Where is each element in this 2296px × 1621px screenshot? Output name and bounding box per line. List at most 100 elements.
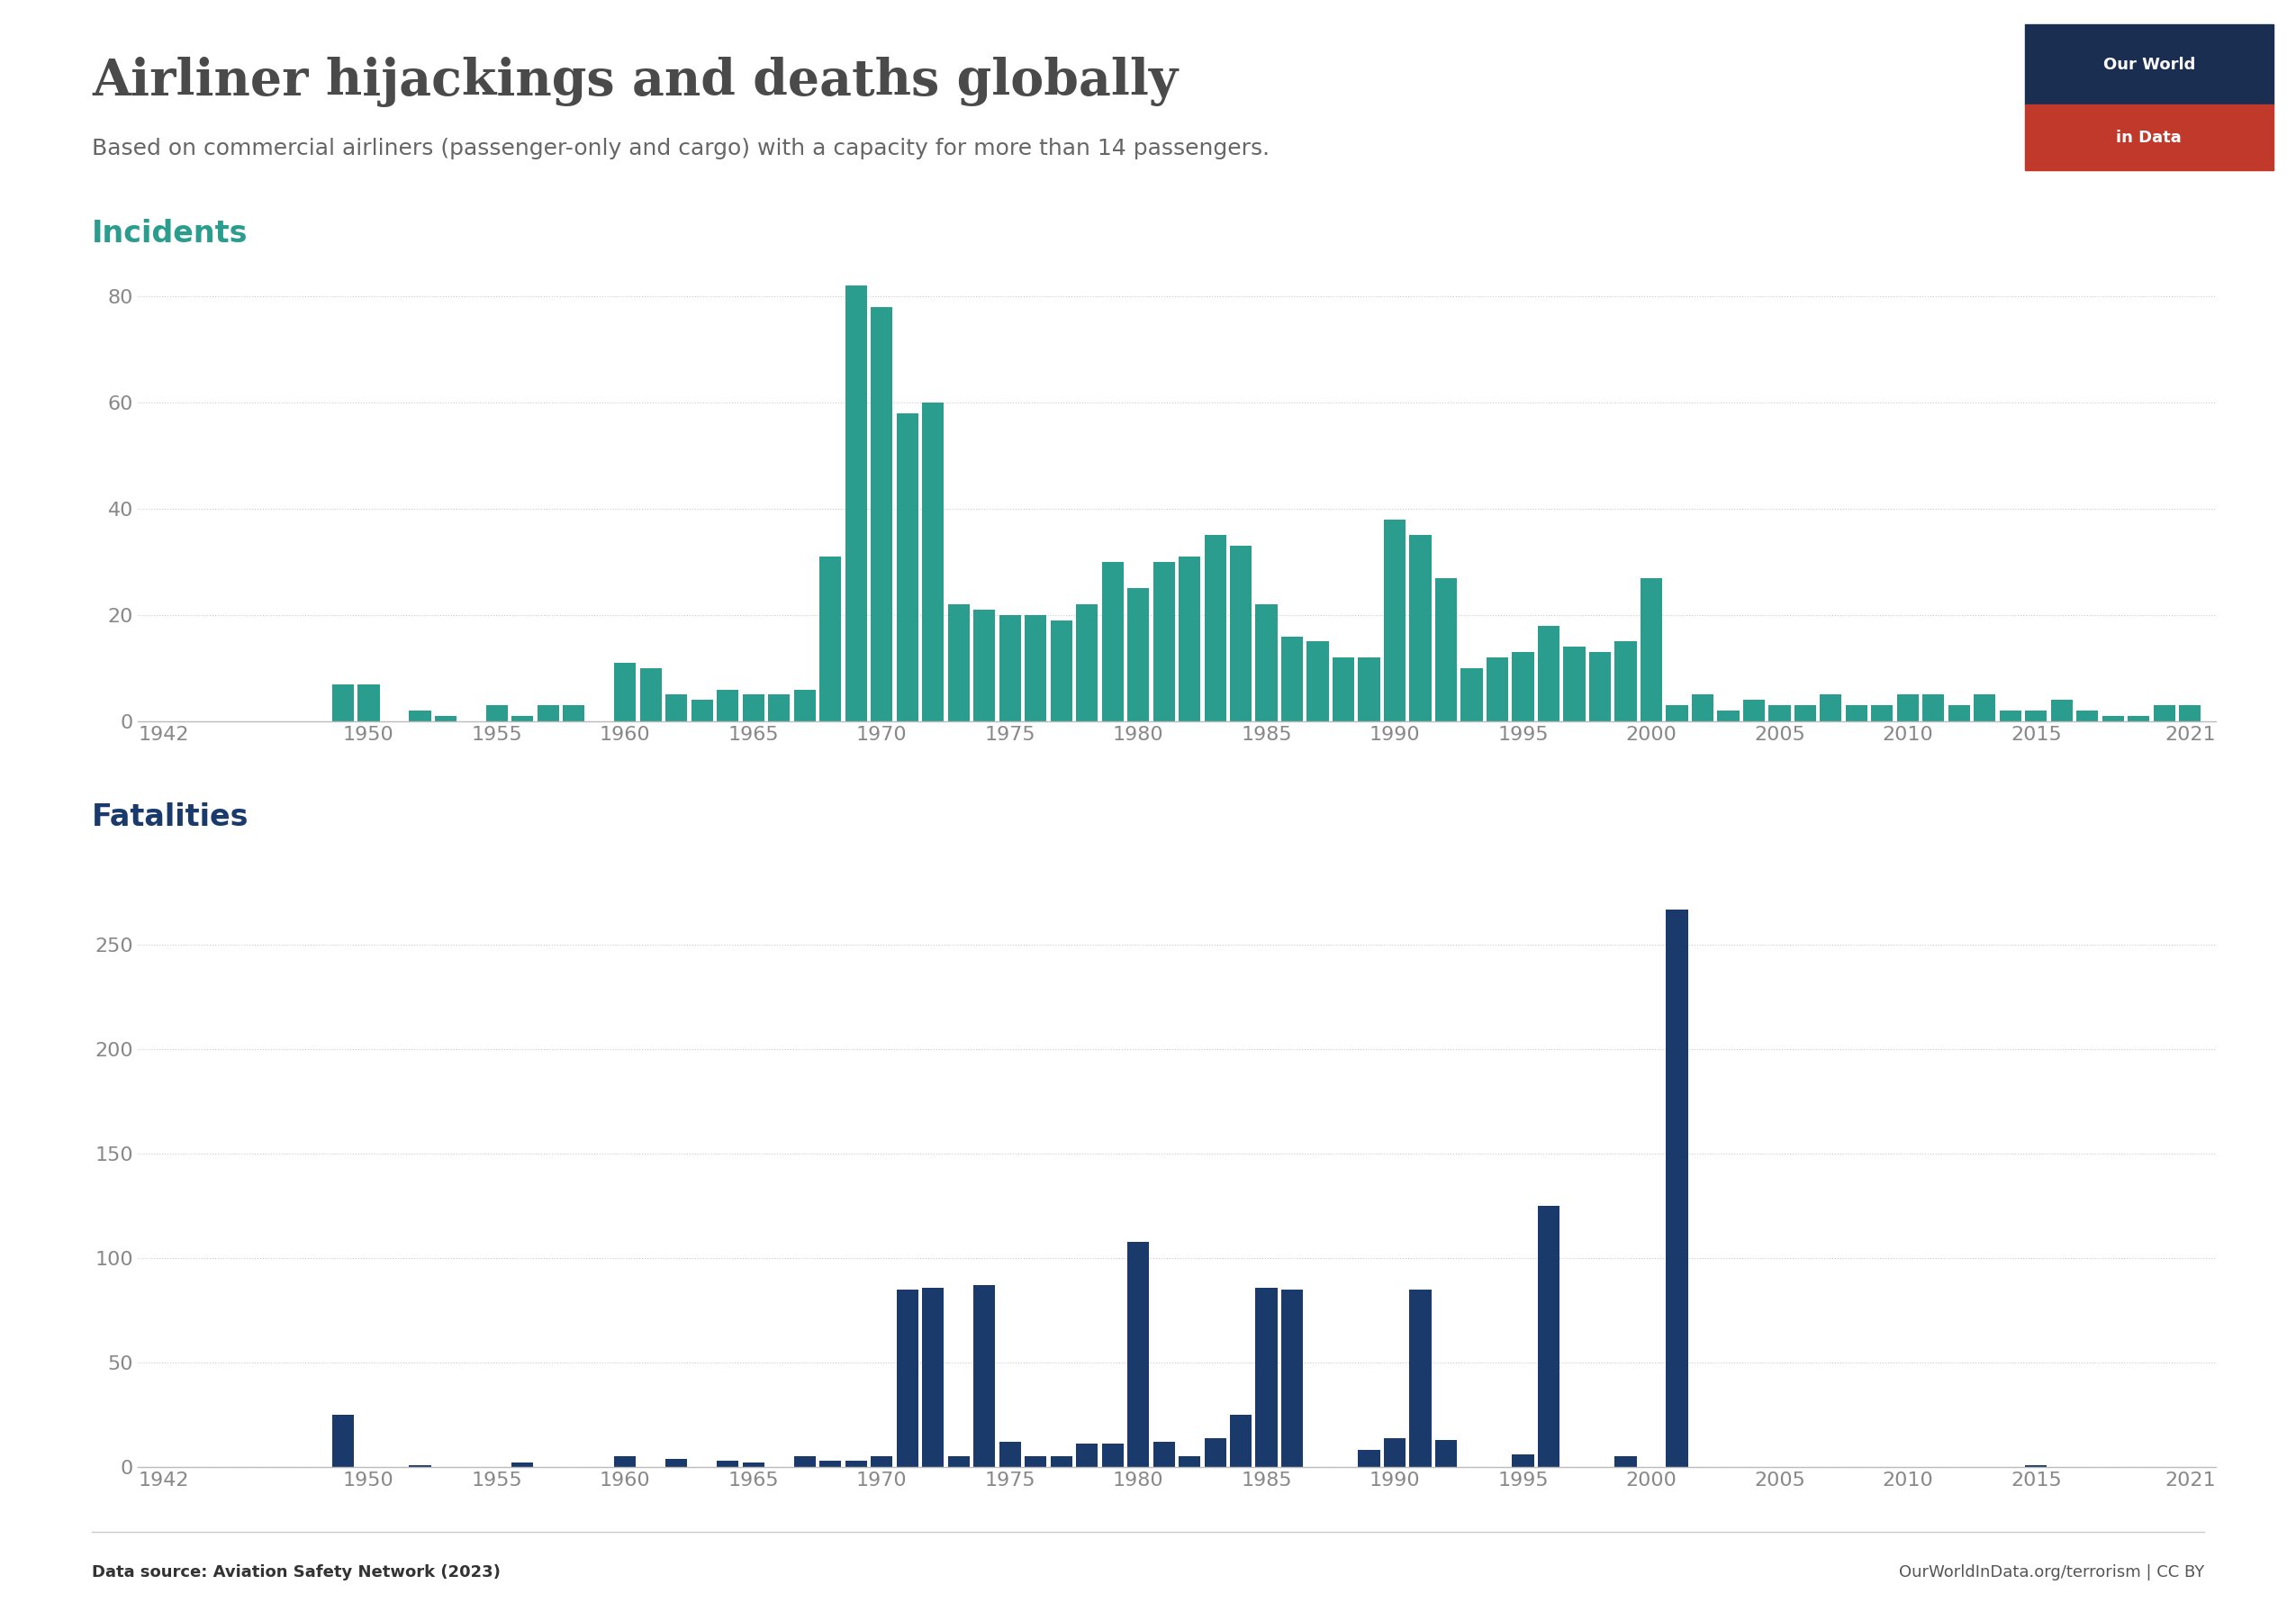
Text: Our World: Our World (2103, 57, 2195, 73)
Bar (2128, 716, 2149, 721)
Bar (1821, 695, 1841, 721)
Bar (2000, 710, 2020, 721)
Bar (794, 1457, 815, 1467)
Bar (2076, 710, 2099, 721)
Bar (1871, 705, 1894, 721)
Bar (999, 1443, 1022, 1467)
Bar (1231, 1415, 1251, 1467)
Bar (1614, 642, 1637, 721)
Bar (1513, 652, 1534, 721)
Bar (923, 1287, 944, 1467)
Bar (1178, 556, 1201, 721)
Bar (820, 556, 840, 721)
Bar (434, 716, 457, 721)
Bar (666, 695, 687, 721)
Bar (1205, 535, 1226, 721)
Bar (923, 402, 944, 721)
Bar (1793, 705, 1816, 721)
Bar (1460, 668, 1483, 721)
Bar (641, 668, 661, 721)
Bar (1846, 705, 1867, 721)
Bar (845, 285, 868, 721)
Bar (512, 1462, 533, 1467)
Bar (1281, 1290, 1304, 1467)
Text: OurWorldInData.org/terrorism | CC BY: OurWorldInData.org/terrorism | CC BY (1899, 1564, 2204, 1580)
Bar (1359, 658, 1380, 721)
Bar (2025, 710, 2048, 721)
Bar (1077, 1444, 1097, 1467)
Text: Fatalities: Fatalities (92, 802, 248, 832)
Bar (1178, 1457, 1201, 1467)
Text: Airliner hijackings and deaths globally: Airliner hijackings and deaths globally (92, 57, 1178, 107)
Bar (1435, 1439, 1458, 1467)
Bar (358, 684, 379, 721)
Bar (716, 1461, 739, 1467)
Bar (1153, 1443, 1176, 1467)
Bar (1205, 1438, 1226, 1467)
Bar (1384, 519, 1405, 721)
Bar (1281, 637, 1304, 721)
Bar (615, 1457, 636, 1467)
Text: in Data: in Data (2117, 130, 2181, 146)
Bar (537, 705, 560, 721)
Bar (1049, 1457, 1072, 1467)
Bar (1743, 700, 1766, 721)
Bar (1667, 705, 1688, 721)
Bar (409, 710, 432, 721)
Bar (2179, 705, 2202, 721)
Bar (974, 609, 994, 721)
Bar (794, 689, 815, 721)
Bar (1127, 1242, 1148, 1467)
Bar (333, 1415, 354, 1467)
Bar (2103, 716, 2124, 721)
Bar (870, 1457, 893, 1467)
Bar (716, 689, 739, 721)
Bar (742, 695, 765, 721)
Bar (666, 1459, 687, 1467)
Bar (1667, 909, 1688, 1467)
Bar (1256, 605, 1277, 721)
Bar (333, 684, 354, 721)
Bar (845, 1461, 868, 1467)
Text: Based on commercial airliners (passenger-only and cargo) with a capacity for mor: Based on commercial airliners (passenger… (92, 138, 1270, 159)
Bar (948, 605, 969, 721)
Bar (1102, 562, 1123, 721)
Bar (1692, 695, 1713, 721)
Bar (1384, 1438, 1405, 1467)
Bar (691, 700, 714, 721)
Bar (999, 614, 1022, 721)
Bar (2025, 1465, 2048, 1467)
Bar (1410, 1290, 1430, 1467)
Bar (870, 306, 893, 721)
Bar (1538, 1206, 1559, 1467)
Bar (2154, 705, 2174, 721)
Bar (1435, 577, 1458, 721)
Text: Data source: Aviation Safety Network (2023): Data source: Aviation Safety Network (20… (92, 1564, 501, 1580)
Bar (1024, 614, 1047, 721)
Bar (1077, 605, 1097, 721)
Bar (1949, 705, 1970, 721)
Bar (2050, 700, 2073, 721)
Bar (512, 716, 533, 721)
Bar (1153, 562, 1176, 721)
Bar (563, 705, 585, 721)
Bar (895, 413, 918, 721)
Bar (1256, 1287, 1277, 1467)
Bar (974, 1285, 994, 1467)
Bar (1049, 621, 1072, 721)
Bar (1486, 658, 1508, 721)
Bar (1564, 647, 1584, 721)
Bar (1127, 588, 1148, 721)
Text: Incidents: Incidents (92, 219, 248, 248)
Bar (1922, 695, 1945, 721)
Bar (1589, 652, 1612, 721)
Bar (895, 1290, 918, 1467)
Bar (1896, 695, 1919, 721)
Bar (1614, 1457, 1637, 1467)
Bar (948, 1457, 969, 1467)
Bar (1768, 705, 1791, 721)
Bar (820, 1461, 840, 1467)
Bar (1332, 658, 1355, 721)
Bar (1024, 1457, 1047, 1467)
Bar (1359, 1451, 1380, 1467)
